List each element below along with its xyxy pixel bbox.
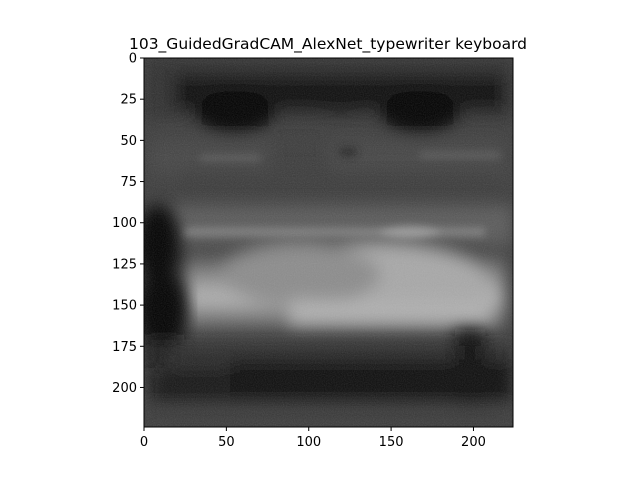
x-tick-label: 50 (218, 435, 235, 450)
x-tick-label: 150 (379, 435, 404, 450)
y-tick-label: 200 (112, 381, 137, 396)
y-axis: 0 25 50 75 100 125 150 175 200 (112, 52, 144, 396)
x-tick-label: 0 (140, 435, 148, 450)
x-axis: 0 50 100 150 200 (140, 427, 486, 450)
y-tick-label: 125 (112, 257, 137, 272)
x-tick-label: 100 (296, 435, 321, 450)
y-tick-label: 75 (120, 175, 137, 190)
y-tick-label: 175 (112, 340, 137, 355)
y-tick-label: 150 (112, 299, 137, 314)
axes-frame (143, 57, 514, 428)
heatmap-image (144, 58, 513, 427)
y-tick-label: 100 (112, 216, 137, 231)
chart-title: 103_GuidedGradCAM_AlexNet_typewriter key… (129, 35, 527, 54)
x-tick-label: 200 (461, 435, 486, 450)
y-tick-label: 0 (129, 52, 137, 67)
y-tick-label: 50 (120, 134, 137, 149)
y-tick-label: 25 (120, 93, 137, 108)
